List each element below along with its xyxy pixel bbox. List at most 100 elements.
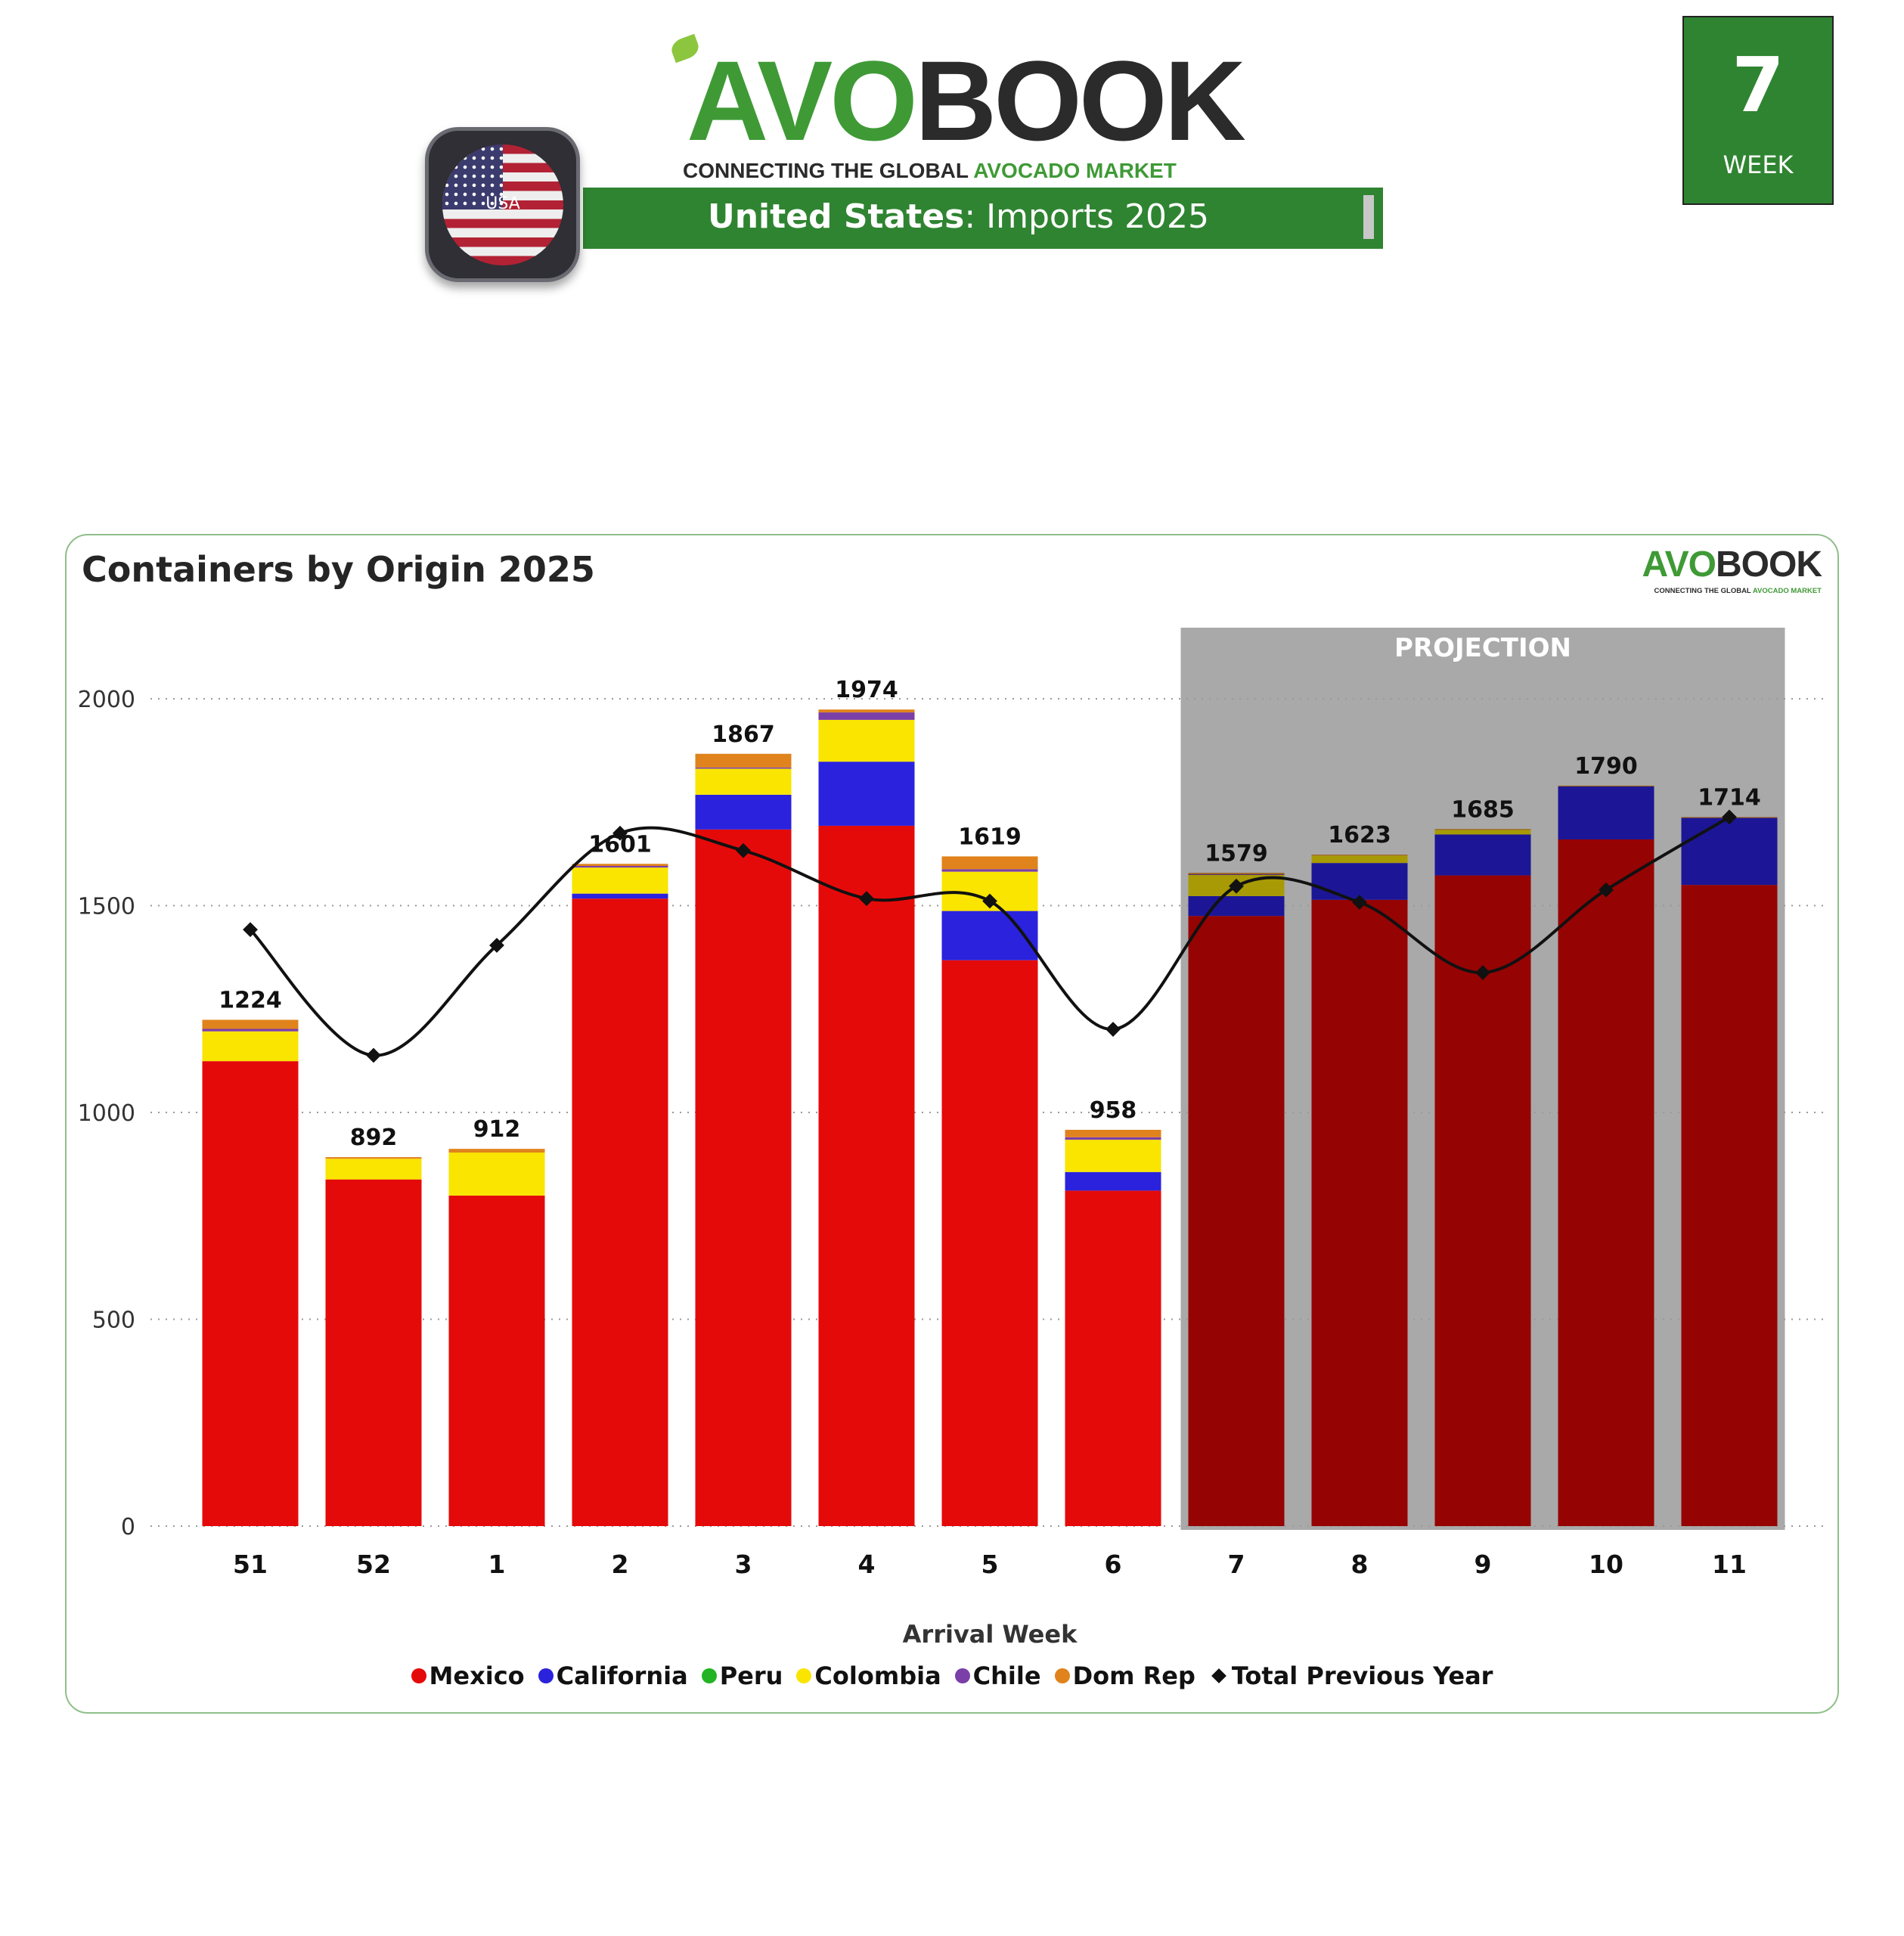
bar-segment-mexico	[1434, 875, 1531, 1526]
bar-segment-mexico	[325, 1179, 422, 1526]
legend-label: Chile	[972, 1661, 1041, 1690]
chart-card	[65, 534, 1839, 1714]
bar-segment-california	[941, 911, 1038, 960]
y-tick-label: 0	[121, 1514, 135, 1540]
bar-segment-chile	[1065, 1137, 1161, 1140]
x-tick-label: 6	[1105, 1550, 1122, 1579]
total-data-label: 1974	[835, 677, 898, 703]
y-tick-label: 2000	[78, 687, 135, 713]
bar-segment-mexico	[695, 829, 792, 1526]
bar-segment-mexico	[941, 960, 1038, 1526]
bar-segment-chile	[695, 767, 792, 769]
bar-segment-chile	[202, 1028, 299, 1032]
previous-year-marker	[859, 891, 874, 907]
x-tick-label: 5	[981, 1550, 999, 1579]
previous-year-marker	[1599, 882, 1614, 898]
legend-label: Peru	[719, 1661, 783, 1690]
bar-segment-mexico	[1065, 1190, 1161, 1526]
legend-item-dom-rep: Dom Rep	[1054, 1661, 1195, 1691]
total-data-label: 892	[350, 1125, 398, 1151]
y-tick-label: 1000	[78, 1100, 135, 1127]
bar-segment-dom-rep	[1434, 829, 1531, 830]
y-tick-label: 500	[92, 1308, 135, 1334]
total-data-label: 1579	[1205, 840, 1268, 867]
bar-segment-dom-rep	[448, 1149, 545, 1153]
bar-segment-mexico	[448, 1195, 545, 1526]
x-tick-label: 11	[1712, 1550, 1747, 1579]
legend-label: Total Previous Year	[1231, 1661, 1493, 1690]
bar-segment-colombia	[818, 719, 915, 762]
total-data-label: 1714	[1698, 784, 1761, 811]
bar-segment-dom-rep	[1065, 1129, 1161, 1137]
legend-item-chile: Chile	[954, 1661, 1041, 1691]
x-tick-label: 8	[1351, 1550, 1369, 1579]
legend-dot-icon	[1054, 1668, 1070, 1683]
previous-year-marker	[1722, 809, 1737, 825]
legend-item-colombia: Colombia	[796, 1661, 941, 1691]
x-tick-label: 2	[612, 1550, 629, 1579]
bar-segment-mexico	[1311, 899, 1408, 1526]
week-number: 7	[1732, 41, 1785, 129]
bar-segment-colombia	[325, 1159, 422, 1180]
legend-label: Dom Rep	[1072, 1661, 1195, 1690]
previous-year-marker	[366, 1047, 381, 1063]
bar-segment-dom-rep	[202, 1019, 299, 1029]
small-tagline-highlight: AVOCADO MARKET	[1752, 587, 1822, 595]
previous-year-marker	[982, 893, 997, 909]
bar-segment-california	[1311, 863, 1408, 900]
previous-year-marker	[1229, 878, 1244, 894]
bar-segment-colombia	[448, 1153, 545, 1196]
previous-year-marker	[736, 842, 751, 858]
legend-item-mexico: Mexico	[411, 1661, 525, 1691]
bar-segment-california	[1558, 786, 1654, 839]
bar-segment-colombia	[1065, 1140, 1161, 1172]
bar-segment-california	[1188, 895, 1285, 917]
bar-segment-dom-rep	[695, 753, 792, 768]
bar-segment-california	[1065, 1171, 1161, 1191]
bar-segment-mexico	[1558, 839, 1654, 1526]
bar-segment-dom-rep	[572, 864, 668, 866]
legend-diamond-icon	[1211, 1668, 1226, 1683]
total-data-label: 1623	[1328, 822, 1391, 849]
total-data-label: 958	[1090, 1097, 1137, 1124]
projection-label: PROJECTION	[1394, 633, 1571, 663]
bar-segment-chile	[1188, 873, 1285, 876]
x-tick-label: 3	[735, 1550, 752, 1579]
chart-title: Containers by Origin 2025	[82, 549, 595, 590]
bar-segment-colombia	[695, 768, 792, 795]
bar-segment-california	[818, 762, 915, 826]
logo-text-avo: AVO	[687, 37, 918, 164]
bar-segment-california	[1434, 834, 1531, 876]
title-banner: United States: Imports 2025	[583, 188, 1383, 249]
total-data-label: 1224	[219, 987, 282, 1013]
banner-accent	[1363, 195, 1374, 239]
bar-segment-chile	[818, 712, 915, 720]
small-logo-avo: AVO	[1642, 544, 1716, 585]
bar-segment-mexico	[818, 825, 915, 1526]
bar-segment-mexico	[1681, 885, 1778, 1526]
total-data-label: 912	[473, 1116, 521, 1143]
legend-dot-icon	[796, 1668, 812, 1683]
week-badge: 7 WEEK	[1682, 16, 1834, 205]
banner-subtitle: : Imports 2025	[964, 197, 1210, 236]
bar-segment-mexico	[202, 1061, 299, 1526]
legend-dot-icon	[538, 1668, 554, 1683]
bar-segment-dom-rep	[941, 856, 1038, 870]
tagline-highlight: AVOCADO MARKET	[973, 159, 1177, 182]
total-data-label: 1619	[958, 824, 1022, 850]
tagline-text: CONNECTING THE GLOBAL	[683, 159, 974, 182]
legend-label: Mexico	[429, 1661, 525, 1690]
legend-label: Colombia	[814, 1661, 941, 1690]
legend-label: California	[556, 1661, 688, 1690]
x-tick-label: 7	[1228, 1550, 1245, 1579]
legend-dot-icon	[954, 1668, 970, 1683]
country-flag-badge: USA	[425, 127, 580, 282]
bar-segment-colombia	[202, 1031, 299, 1062]
bar-segment-mexico	[572, 898, 668, 1526]
bar-segment-dom-rep	[818, 709, 915, 713]
usa-flag-icon: USA	[442, 144, 563, 265]
banner-country: United States	[708, 197, 965, 236]
previous-year-marker	[1105, 1022, 1121, 1037]
x-tick-label: 10	[1589, 1550, 1623, 1579]
